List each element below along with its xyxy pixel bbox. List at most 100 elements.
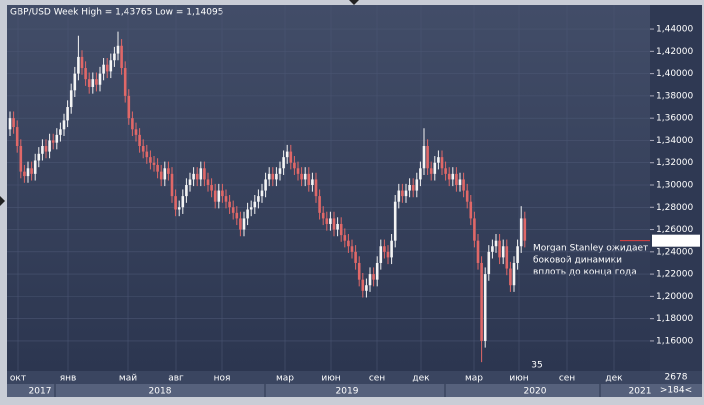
candle-body (408, 184, 411, 191)
left-handle[interactable] (0, 196, 5, 206)
candle-body (275, 173, 278, 180)
y-tick-label: 1,30000 (656, 180, 693, 190)
footer-count: 2678 (665, 373, 688, 383)
price-axis (650, 5, 702, 371)
candle-body (415, 179, 419, 191)
candle-body (116, 45, 120, 54)
candle-body (372, 274, 375, 280)
candle-body (307, 173, 311, 185)
candle-body (77, 56, 80, 74)
candle-body (37, 153, 41, 161)
candle-body (235, 212, 239, 219)
candle-body (55, 134, 59, 143)
candle-body (271, 173, 275, 180)
candle-body (210, 184, 213, 191)
candle-body (123, 68, 127, 96)
year-label: 2018 (149, 387, 172, 397)
candle-body (282, 157, 285, 169)
candle-body (393, 201, 397, 241)
candle-body (411, 184, 415, 191)
candle-body (228, 201, 231, 208)
candle-body (523, 218, 527, 241)
candle-body (170, 173, 174, 197)
top-handle[interactable] (349, 0, 359, 5)
y-tick-label: 1,40000 (656, 69, 693, 79)
candle-body (404, 190, 408, 197)
candle-body (109, 60, 113, 72)
candle-body (95, 79, 98, 85)
candle-body (167, 168, 170, 174)
candle-body (419, 168, 422, 180)
candle-body (278, 168, 282, 174)
candle-body (62, 120, 66, 130)
y-tick-label: 1,20000 (656, 292, 693, 302)
candle-body (318, 196, 321, 213)
y-tick-label: 1,16000 (656, 336, 693, 346)
candle-body (217, 190, 221, 202)
candle-body (26, 168, 30, 177)
candle-body (149, 157, 152, 163)
candle-body (141, 146, 145, 152)
candle-body (390, 240, 393, 258)
year-label: 2017 (29, 387, 52, 397)
year-label: 2020 (524, 387, 547, 397)
y-tick-label: 1,26000 (656, 225, 693, 235)
candle-body (69, 90, 73, 108)
candle-body (401, 190, 404, 197)
candle-body (66, 107, 69, 121)
candle-body (501, 246, 505, 258)
candle-body (188, 179, 192, 185)
candle-body (498, 240, 501, 258)
candle-body (239, 218, 242, 230)
candle-body (300, 173, 303, 180)
candle-body (519, 218, 523, 247)
candle-body (91, 79, 95, 87)
candle-body (73, 73, 77, 91)
candle-body (8, 118, 12, 130)
candle-body (429, 168, 433, 174)
y-tick-label: 1,28000 (656, 203, 693, 213)
candle-body (303, 173, 307, 180)
x-tick-label: мар (276, 374, 294, 384)
candle-body (462, 179, 465, 191)
candle-body (487, 251, 491, 275)
candle-body (289, 151, 293, 163)
candle-body (59, 129, 62, 135)
candle-body (195, 173, 199, 180)
candle-body (105, 64, 109, 72)
candle-body (350, 246, 354, 252)
footer-range: >184< (660, 386, 692, 396)
candle-body (494, 240, 498, 247)
candle-body (80, 56, 84, 69)
candle-body (293, 162, 296, 169)
year-label: 2021 (629, 387, 652, 397)
candle-body (512, 262, 516, 286)
x-tick-label: сен (559, 374, 575, 384)
candle-body (296, 168, 300, 174)
candle-body (23, 171, 26, 177)
candle-body (260, 190, 264, 197)
x-tick-label: дек (605, 374, 623, 384)
month-axis (7, 371, 702, 384)
candle-body (246, 209, 249, 219)
candle-body (159, 171, 163, 180)
candle-body (44, 146, 48, 152)
candle-body (314, 179, 318, 197)
candle-body (15, 127, 19, 147)
candle-body (509, 268, 512, 286)
y-tick-label: 1,36000 (656, 114, 693, 124)
last-price-label: 1,25000 (656, 236, 693, 246)
candle-body (87, 79, 91, 87)
chart-title: GBP/USD Week High = 1,43765 Low = 1,1409… (10, 8, 223, 18)
candle-body (127, 95, 131, 119)
candle-body (174, 196, 177, 210)
candle-body (447, 173, 451, 180)
candle-body (48, 140, 51, 152)
candle-body (379, 246, 383, 263)
candle-body (33, 160, 37, 174)
candle-body (12, 118, 15, 128)
candle-body (321, 212, 325, 219)
candle-body (264, 179, 267, 191)
x-tick-label: дек (412, 374, 430, 384)
